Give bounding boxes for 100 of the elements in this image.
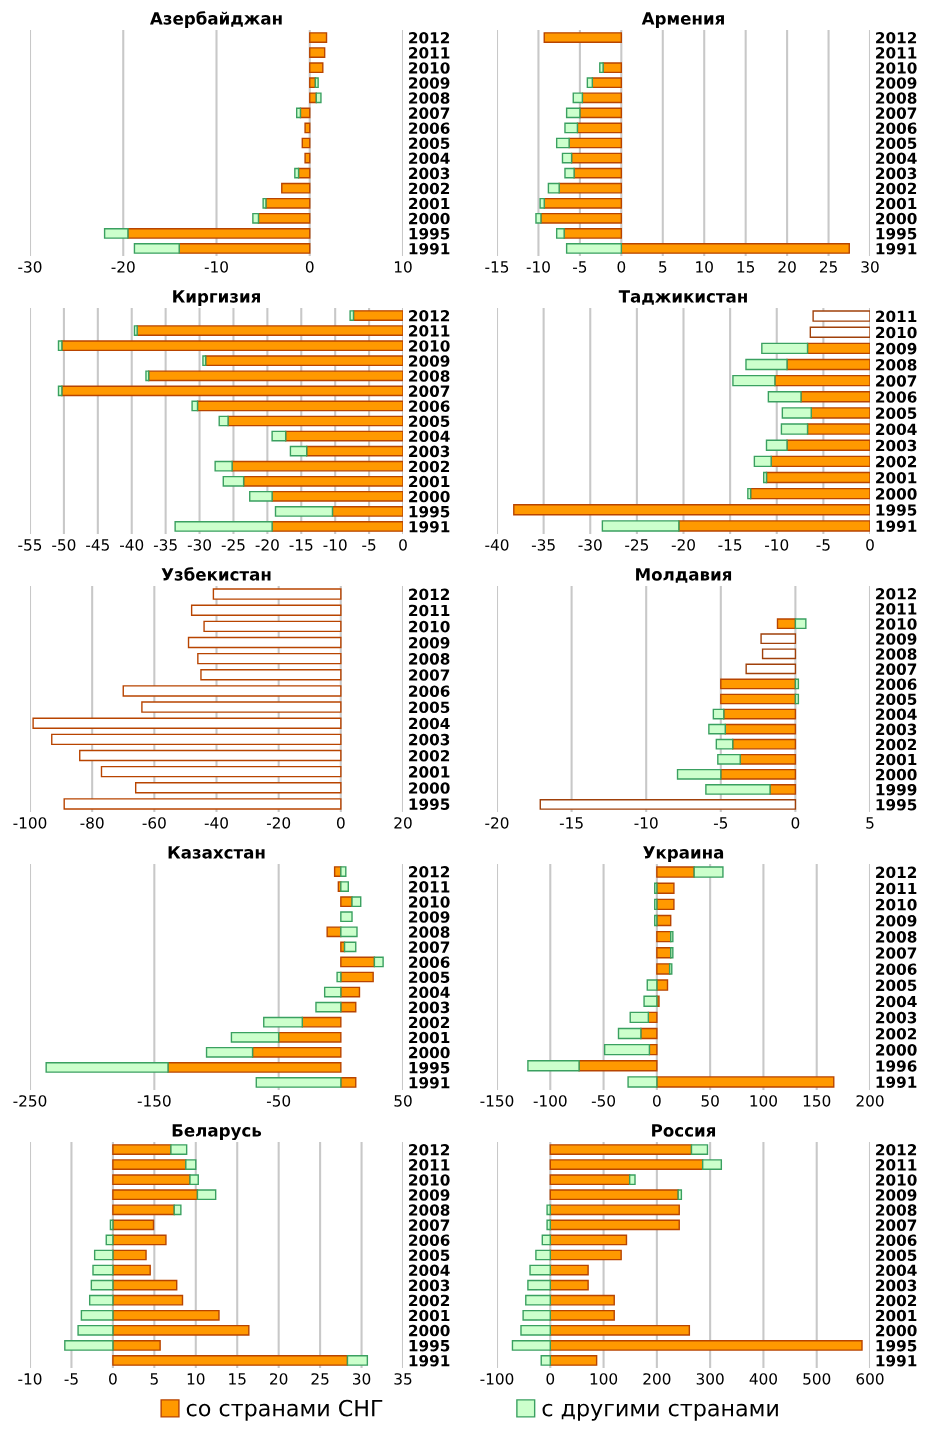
x-tick-label: -55 [18,539,42,551]
chart-title: Беларусь [172,1124,262,1141]
chart-title: Узбекистан [161,567,271,581]
y-tick-label: 2000 [876,768,917,781]
y-tick-label: 2010 [876,326,917,339]
y-tick-label: 2008 [876,1204,917,1216]
y-tick-label: 2011 [876,603,917,615]
y-tick-label: 1995 [409,505,450,518]
y-tick-label: 2009 [409,355,450,367]
y-tick-label: 2000 [409,1324,450,1337]
y-tick-label: 2003 [876,1011,917,1024]
y-tick-label: 1991 [876,520,917,532]
x-tick-label: -20 [485,817,509,829]
y-tick-label: 2001 [409,1309,450,1322]
x-tick-label: 100 [750,1095,777,1107]
y-tick-label: 2004 [876,1264,917,1277]
y-tick-label: 2006 [409,400,450,412]
y-tick-label: 2008 [409,926,450,938]
y-tick-label: 2007 [409,385,450,397]
x-tick-label: -60 [142,817,166,829]
y-tick-label: 2005 [876,1249,917,1262]
y-tick-label: 2012 [876,32,917,44]
y-tick-label: 2010 [409,62,450,74]
y-tick-label: 2008 [876,358,917,371]
x-tick-label: 0 [617,261,626,273]
x-tick-label: -15 [718,539,742,551]
y-tick-label: 1991 [409,1354,450,1367]
x-tick-label: -25 [221,539,245,551]
x-tick-label: -5 [362,539,376,551]
x-tick-label: -15 [559,817,583,829]
y-tick-label: 2008 [876,92,917,104]
y-tick-label: 2001 [876,471,917,484]
y-tick-label: 2000 [409,212,450,225]
x-tick-label: -30 [18,261,42,273]
y-tick-label: 2004 [876,995,917,1008]
x-tick-label: -250 [13,1095,47,1107]
y-tick-label: 2001 [409,197,450,210]
x-tick-label: -20 [671,539,695,551]
x-tick-label: -10 [18,1373,42,1385]
y-tick-label: 2008 [876,931,917,943]
y-tick-label: 2009 [876,633,917,645]
y-tick-label: 2003 [409,167,450,180]
y-tick-label: 2000 [409,490,450,503]
y-tick-label: 2003 [409,733,450,746]
x-tick-label: -20 [111,261,135,273]
y-tick-label: 2000 [409,782,450,794]
y-tick-label: 2006 [876,391,917,403]
y-tick-label: 2005 [876,137,917,150]
y-tick-label: 2012 [409,1144,450,1156]
y-tick-label: 1996 [876,1060,917,1072]
y-tick-label: 2012 [409,32,450,44]
y-tick-label: 2012 [409,588,450,601]
y-tick-label: 2004 [876,423,917,436]
y-tick-label: 2010 [409,340,450,352]
y-tick-label: 1991 [409,1076,450,1089]
x-tick-label: 20 [394,817,412,829]
x-tick-label: -50 [266,1095,291,1107]
x-tick-label: 5 [150,1373,158,1385]
x-tick-label: 5 [866,817,874,829]
y-tick-label: 2005 [409,971,450,984]
y-tick-label: 2005 [409,1249,450,1262]
x-tick-label: -40 [485,539,509,551]
x-tick-label: 15 [229,1373,246,1385]
y-tick-label: 2002 [409,460,450,473]
x-tick-label: -30 [187,539,212,551]
y-tick-label: 2000 [409,1046,450,1059]
chart-title: Армения [641,12,724,28]
chart-title: Казахстан [168,846,265,859]
y-tick-label: 2008 [409,370,450,382]
x-tick-label: -10 [765,539,789,551]
y-tick-label: 2009 [409,911,450,923]
x-tick-label: 35 [394,1373,412,1385]
x-tick-label: 500 [803,1373,831,1385]
y-tick-label: 2003 [409,1001,450,1014]
x-tick-label: -10 [204,261,228,273]
y-tick-label: 2006 [409,1234,450,1246]
x-tick-label: 200 [856,1095,884,1107]
y-tick-label: 1995 [876,798,917,811]
y-tick-label: 2002 [876,182,917,195]
y-tick-label: 2010 [876,898,917,911]
x-tick-label: 200 [643,1373,671,1385]
x-tick-label: -25 [625,539,649,551]
y-tick-label: 2002 [409,1016,450,1029]
chart-title: Россия [652,1124,716,1137]
chart-title: Киргизия [173,290,260,306]
x-tick-label: 30 [861,261,879,273]
y-tick-label: 2004 [876,152,917,165]
y-tick-label: 2010 [876,1174,917,1186]
x-tick-label: -5 [64,1373,78,1385]
y-tick-label: 2004 [876,708,917,721]
y-tick-label: 2009 [876,1189,917,1201]
x-tick-label: -20 [266,817,291,829]
y-tick-label: 2007 [409,1219,450,1231]
y-tick-label: 2012 [876,866,917,879]
y-tick-label: 2000 [876,1044,917,1056]
x-tick-label: 25 [311,1373,329,1385]
y-tick-label: 2004 [409,430,450,443]
y-tick-label: 2003 [876,439,917,452]
y-tick-label: 1991 [876,1354,917,1367]
y-tick-label: 1999 [876,783,917,796]
